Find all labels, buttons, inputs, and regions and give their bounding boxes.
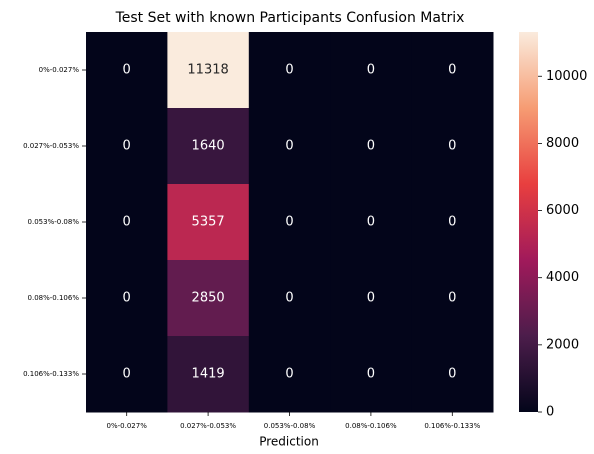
cell	[411, 108, 494, 185]
y-tick-label: 0.08%-0.106%	[28, 294, 80, 302]
cell-label: 0	[123, 367, 131, 382]
cell-label: 11318	[187, 63, 228, 78]
x-tick-label: 0.08%-0.106%	[345, 422, 397, 430]
cell	[330, 260, 413, 337]
cell	[330, 108, 413, 185]
cell	[330, 184, 413, 261]
colorbar-tick-label: 4000	[546, 270, 579, 285]
cell-label: 0	[123, 63, 131, 78]
cell	[86, 32, 168, 109]
cell-label: 0	[448, 215, 456, 230]
cell	[411, 336, 494, 413]
cell	[248, 336, 331, 413]
cell	[248, 260, 331, 337]
cell-label: 0	[448, 291, 456, 306]
cell	[248, 184, 331, 261]
colorbar-tick-label: 8000	[546, 136, 579, 151]
cell	[411, 260, 494, 337]
cell-label: 0	[448, 139, 456, 154]
cell	[86, 184, 168, 261]
colorbar	[519, 32, 538, 412]
y-tick-label: 0.106%-0.133%	[23, 370, 79, 378]
cell	[167, 260, 250, 337]
cell-label: 1640	[192, 139, 225, 154]
cell	[167, 336, 250, 413]
x-tick-label: 0.106%-0.133%	[424, 422, 480, 430]
cell-label: 0	[285, 63, 293, 78]
cell-label: 0	[285, 139, 293, 154]
cell-label: 2850	[192, 291, 225, 306]
cell-label: 0	[367, 63, 375, 78]
cell-label: 0	[123, 139, 131, 154]
x-tick-label: 0.053%-0.08%	[264, 422, 316, 430]
cell	[248, 32, 331, 109]
y-tick-label: 0%-0.027%	[39, 66, 80, 74]
cell	[86, 260, 168, 337]
cell	[411, 32, 494, 109]
x-axis-label: Prediction	[259, 435, 319, 449]
cell-label: 0	[285, 215, 293, 230]
colorbar-tick-label: 0	[546, 405, 554, 420]
cell-label: 0	[448, 367, 456, 382]
cell	[86, 108, 168, 185]
cell	[330, 336, 413, 413]
cell-label: 0	[367, 291, 375, 306]
cell-label: 0	[285, 291, 293, 306]
x-tick-label: 0.027%-0.053%	[180, 422, 236, 430]
cell-label: 0	[367, 215, 375, 230]
cell	[86, 336, 168, 413]
cell	[167, 108, 250, 185]
cell	[167, 184, 250, 261]
cell	[411, 184, 494, 261]
colorbar-tick-label: 2000	[546, 337, 579, 352]
cell-label: 0	[448, 63, 456, 78]
chart-title: Test Set with known Participants Confusi…	[115, 10, 465, 26]
cell-label: 0	[123, 291, 131, 306]
cell-label: 1419	[192, 367, 225, 382]
cell-label: 0	[285, 367, 293, 382]
x-tick-label: 0%-0.027%	[107, 422, 148, 430]
cell-label: 5357	[192, 215, 225, 230]
cell	[167, 32, 250, 109]
cell-label: 0	[123, 215, 131, 230]
cell-label: 0	[367, 367, 375, 382]
colorbar-tick-label: 10000	[546, 69, 587, 84]
colorbar-tick-label: 6000	[546, 203, 579, 218]
cell-label: 0	[367, 139, 375, 154]
y-tick-label: 0.027%-0.053%	[23, 142, 79, 150]
y-tick-label: 0.053%-0.08%	[28, 218, 80, 226]
cell	[330, 32, 413, 109]
cell	[248, 108, 331, 185]
